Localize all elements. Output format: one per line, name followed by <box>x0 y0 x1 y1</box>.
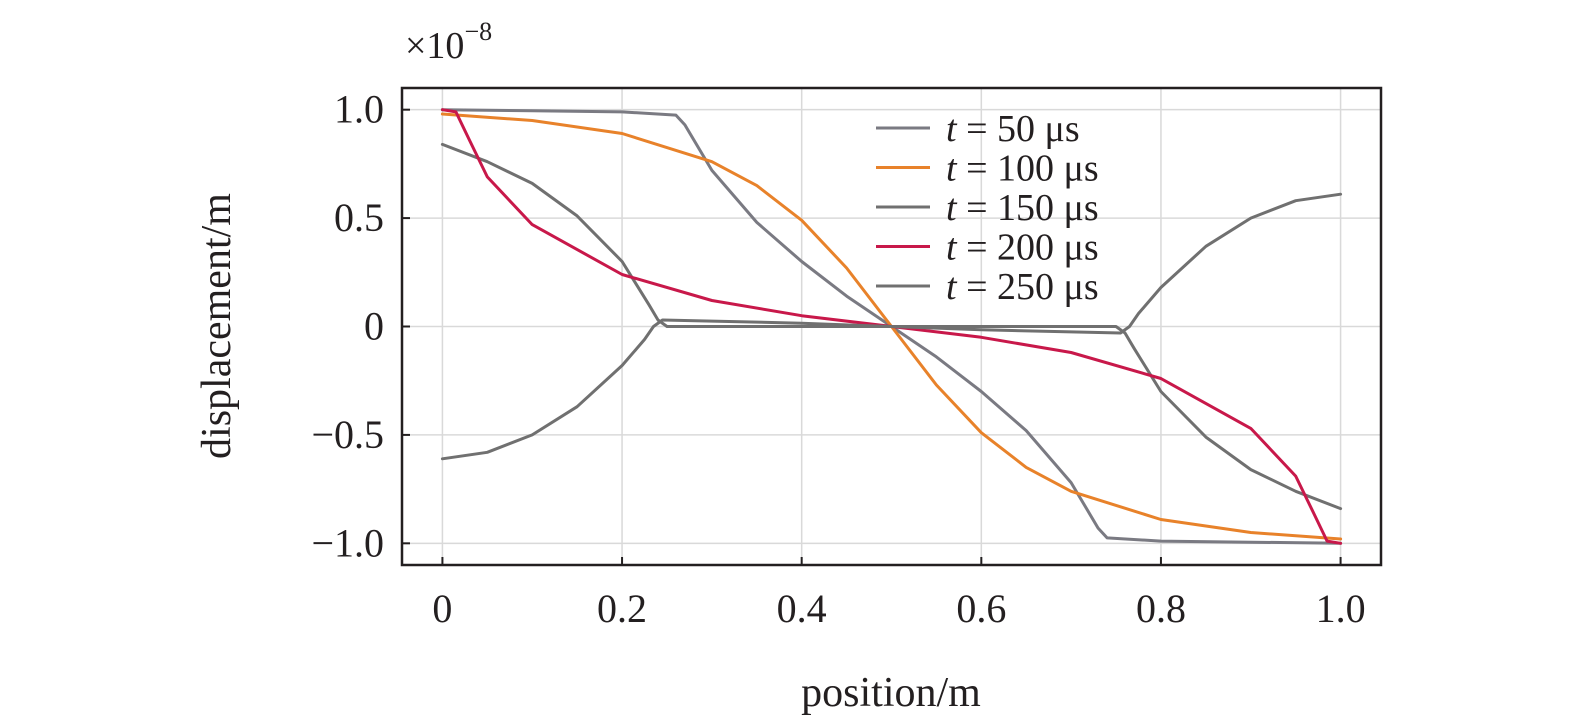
legend-label: t = 200 μs <box>946 227 1099 269</box>
x-tick-label: 0 <box>432 586 452 631</box>
series-line-5 <box>440 192 1343 461</box>
legend-label: t = 250 μs <box>946 266 1099 308</box>
y-tick-label: 0 <box>364 304 384 349</box>
x-tick-label: 0.4 <box>777 586 827 631</box>
series-lines <box>440 108 1343 545</box>
y-axis-multiplier-exponent: −8 <box>464 17 492 46</box>
x-tick-label: 0.2 <box>597 586 647 631</box>
y-tick-label: −1.0 <box>311 520 384 565</box>
y-axis-multiplier: ×10−8 <box>405 17 492 67</box>
legend-label: t = 50 μs <box>946 108 1080 150</box>
y-axis-label: displacement/m <box>194 193 240 459</box>
y-tick-label: 0.5 <box>334 195 384 240</box>
x-tick-label: 0.6 <box>956 586 1006 631</box>
y-tick-label: 1.0 <box>334 87 384 132</box>
legend: t = 50 μst = 100 μst = 150 μst = 200 μst… <box>876 108 1099 308</box>
x-tick-label: 0.8 <box>1136 586 1186 631</box>
y-tick-label: −0.5 <box>311 412 384 457</box>
axis-ticks: 0 0.2 0.4 0.6 0.8 1.0 1.0 0.5 0 −0.5 −1.0 <box>311 87 1365 631</box>
legend-label: t = 150 μs <box>946 187 1099 229</box>
legend-label: t = 100 μs <box>946 148 1099 190</box>
x-axis-label: position/m <box>801 670 981 716</box>
x-tick-label: 1.0 <box>1316 586 1366 631</box>
